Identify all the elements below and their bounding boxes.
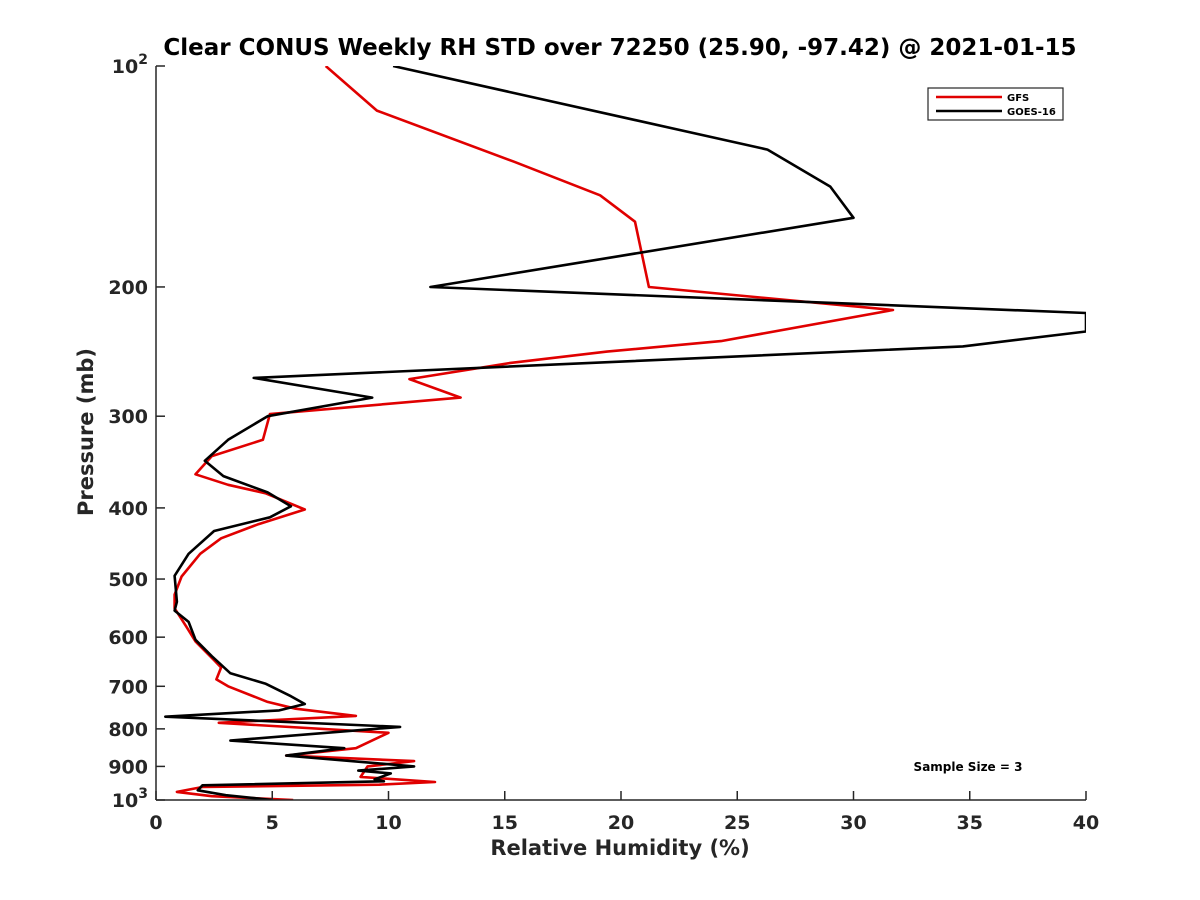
y-tick-label: 103 xyxy=(112,786,148,812)
y-tick-base: 10 xyxy=(112,790,138,812)
sample-size-annotation: Sample Size = 3 xyxy=(914,760,1023,774)
x-tick-label: 35 xyxy=(957,812,983,834)
x-tick-label: 25 xyxy=(724,812,750,834)
legend-label-gfs: GFS xyxy=(1007,93,1029,104)
legend-box xyxy=(927,87,1064,121)
y-tick-base: 400 xyxy=(108,498,148,520)
x-tick-label: 30 xyxy=(840,812,866,834)
y-tick-exponent: 3 xyxy=(138,786,148,802)
y-tick-label: 700 xyxy=(108,676,148,698)
y-tick-label: 800 xyxy=(108,719,148,741)
x-tick-label: 15 xyxy=(492,812,518,834)
y-tick-label: 500 xyxy=(108,569,148,591)
y-tick-label: 300 xyxy=(108,406,148,428)
y-tick-label: 102 xyxy=(112,52,148,78)
x-tick-label: 10 xyxy=(375,812,401,834)
ticks-layer: 0 5 10 15 20 25 30 35 40102200300400500600700800… xyxy=(108,52,1099,834)
series-layer xyxy=(164,66,1086,800)
x-tick-label: 40 xyxy=(1073,812,1099,834)
x-axis-label: Relative Humidity (%) xyxy=(490,836,749,860)
y-tick-base: 600 xyxy=(108,627,148,649)
y-tick-base: 700 xyxy=(108,676,148,698)
y-tick-base: 10 xyxy=(112,56,138,78)
y-tick-base: 900 xyxy=(108,756,148,778)
series-line-goes16 xyxy=(164,66,1086,800)
legend: GFS GOES-16 xyxy=(927,87,1064,121)
y-tick-label: 900 xyxy=(108,756,148,778)
legend-label-goes16: GOES-16 xyxy=(1007,107,1056,118)
y-tick-base: 800 xyxy=(108,719,148,741)
y-tick-label: 200 xyxy=(108,277,148,299)
x-tick-label: 5 xyxy=(266,812,279,834)
y-tick-label: 600 xyxy=(108,627,148,649)
y-tick-base: 500 xyxy=(108,569,148,591)
x-tick-label: 0 xyxy=(149,812,162,834)
y-tick-exponent: 2 xyxy=(138,52,148,68)
chart-title: Clear CONUS Weekly RH STD over 72250 (25… xyxy=(163,35,1076,61)
y-tick-label: 400 xyxy=(108,498,148,520)
y-tick-base: 200 xyxy=(108,277,148,299)
series-line-gfs xyxy=(173,66,895,800)
y-tick-base: 300 xyxy=(108,406,148,428)
y-axis-label: Pressure (mb) xyxy=(74,348,98,516)
x-tick-label: 20 xyxy=(608,812,634,834)
